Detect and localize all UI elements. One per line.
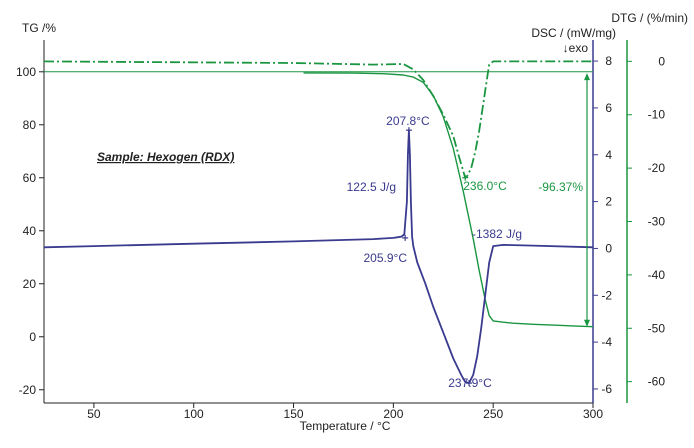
tg-tick-label: 20	[23, 277, 37, 291]
sample-label: Sample: Hexogen (RDX)	[97, 150, 234, 164]
dsc-min-temperature-label: 237.9°C	[448, 376, 492, 390]
mass-loss-arrow-head-bottom	[584, 319, 590, 327]
dsc-tick-label: -4	[601, 335, 612, 349]
dtg-tick-label: 0	[658, 54, 665, 68]
dtg-tick-label: -60	[648, 375, 666, 389]
ticks-layer: 50 100 150 200 250 300100806040200-2086420-2-…	[16, 54, 665, 421]
x-tick-label: 300	[583, 407, 603, 421]
plot-frame	[43, 40, 628, 404]
dsc-endotherm-enthalpy-label: 122.5 J/g	[347, 180, 396, 194]
dsc-tick-label: 4	[605, 148, 612, 162]
series-layer	[43, 60, 594, 384]
dtg-min-temperature-label: 236.0°C	[463, 179, 507, 193]
dsc-exotherm-enthalpy-label: -1382 J/g	[472, 227, 522, 241]
dsc-tick-label: -6	[601, 382, 612, 396]
x-tick-label: 200	[383, 407, 403, 421]
mass-loss-arrow-head-top	[584, 73, 590, 81]
dtg-tick-label: -30	[648, 215, 666, 229]
dsc-axis-title: DSC / (mW/mg)	[531, 26, 616, 40]
tg-tick-label: 100	[16, 65, 36, 79]
dtg-tick-label: -20	[648, 161, 666, 175]
tg-tick-label: 80	[23, 118, 37, 132]
dtg-tick-label: -50	[648, 321, 666, 335]
x-tick-label: 150	[284, 407, 304, 421]
dsc-peak-temperature-label: 207.8°C	[386, 114, 430, 128]
dsc-tick-label: 2	[605, 195, 612, 209]
x-tick-label: 50	[87, 407, 101, 421]
dsc-tick-label: 6	[605, 101, 612, 115]
dsc-tick-label: -2	[601, 288, 612, 302]
series-dtg-line	[43, 60, 593, 179]
dtg-tick-label: -10	[648, 108, 666, 122]
dsc-tick-label: 8	[605, 54, 612, 68]
annotation-layer: 207.8°C 122.5 J/g 205.9°C 236.0°C -1382 J/g 2…	[347, 73, 590, 390]
dsc-exo-label: ↓exo	[563, 41, 589, 55]
dsc-tick-label: 0	[605, 241, 612, 255]
dtg-axis-title: DTG / (%/min)	[611, 11, 688, 25]
dsc-onset-temperature-label: 205.9°C	[364, 251, 408, 265]
tg-tick-label: -20	[19, 383, 37, 397]
tg-tick-label: 40	[23, 224, 37, 238]
tg-tick-label: 60	[23, 171, 37, 185]
dtg-tick-label: -40	[648, 268, 666, 282]
series-dsc-line	[43, 129, 594, 384]
tg-axis-title: TG /%	[22, 21, 56, 35]
x-tick-label: 250	[483, 407, 503, 421]
tg-tick-label: 0	[29, 330, 36, 344]
series-tg-line	[303, 72, 594, 328]
x-axis-title: Temperature / °C	[300, 419, 391, 433]
mass-loss-label: -96.37%	[538, 180, 583, 194]
x-tick-label: 100	[184, 407, 204, 421]
